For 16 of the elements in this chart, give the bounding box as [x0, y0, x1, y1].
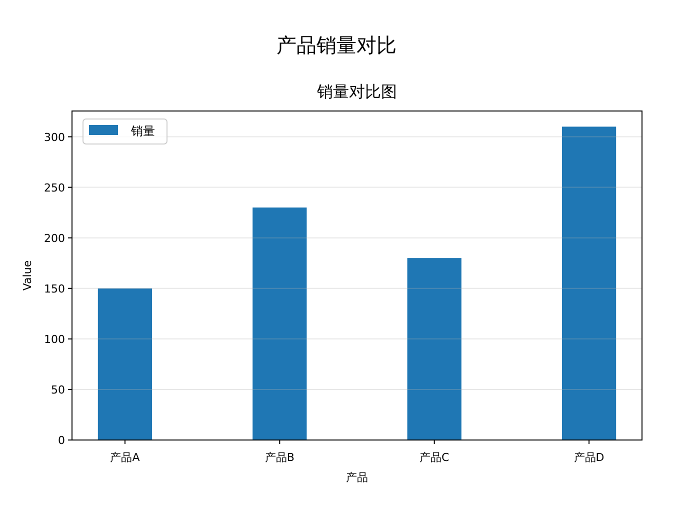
- x-tick-label: 产品B: [264, 451, 294, 464]
- y-tick-label: 50: [51, 383, 65, 396]
- x-tick-label: 产品D: [574, 451, 604, 464]
- x-tick-label: 产品A: [110, 451, 140, 464]
- y-tick-label: 0: [58, 434, 65, 447]
- y-tick-label: 250: [44, 181, 65, 194]
- y-axis-label: Value: [21, 260, 34, 291]
- y-tick-label: 300: [44, 130, 65, 144]
- y-tick-label: 150: [44, 282, 65, 296]
- y-tick-label: 200: [44, 232, 65, 245]
- x-tick-label: 产品C: [420, 451, 450, 464]
- title: 产品销量对比: [276, 33, 396, 57]
- y-tick-label: 100: [44, 332, 65, 346]
- x-axis-label: 产品: [346, 471, 368, 484]
- subtitle: 销量对比图: [317, 82, 397, 101]
- legend-label: 销量: [131, 124, 155, 138]
